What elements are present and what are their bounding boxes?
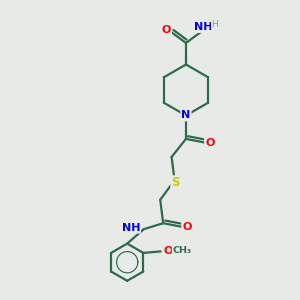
Text: CH₃: CH₃ bbox=[172, 246, 191, 255]
Text: S: S bbox=[171, 176, 180, 189]
Text: N: N bbox=[182, 110, 190, 121]
Text: O: O bbox=[164, 245, 173, 256]
Text: NH: NH bbox=[194, 22, 212, 32]
Text: NH: NH bbox=[122, 223, 140, 233]
Text: O: O bbox=[162, 25, 171, 35]
Text: O: O bbox=[205, 138, 214, 148]
Text: O: O bbox=[182, 222, 192, 232]
Text: H: H bbox=[211, 20, 218, 29]
